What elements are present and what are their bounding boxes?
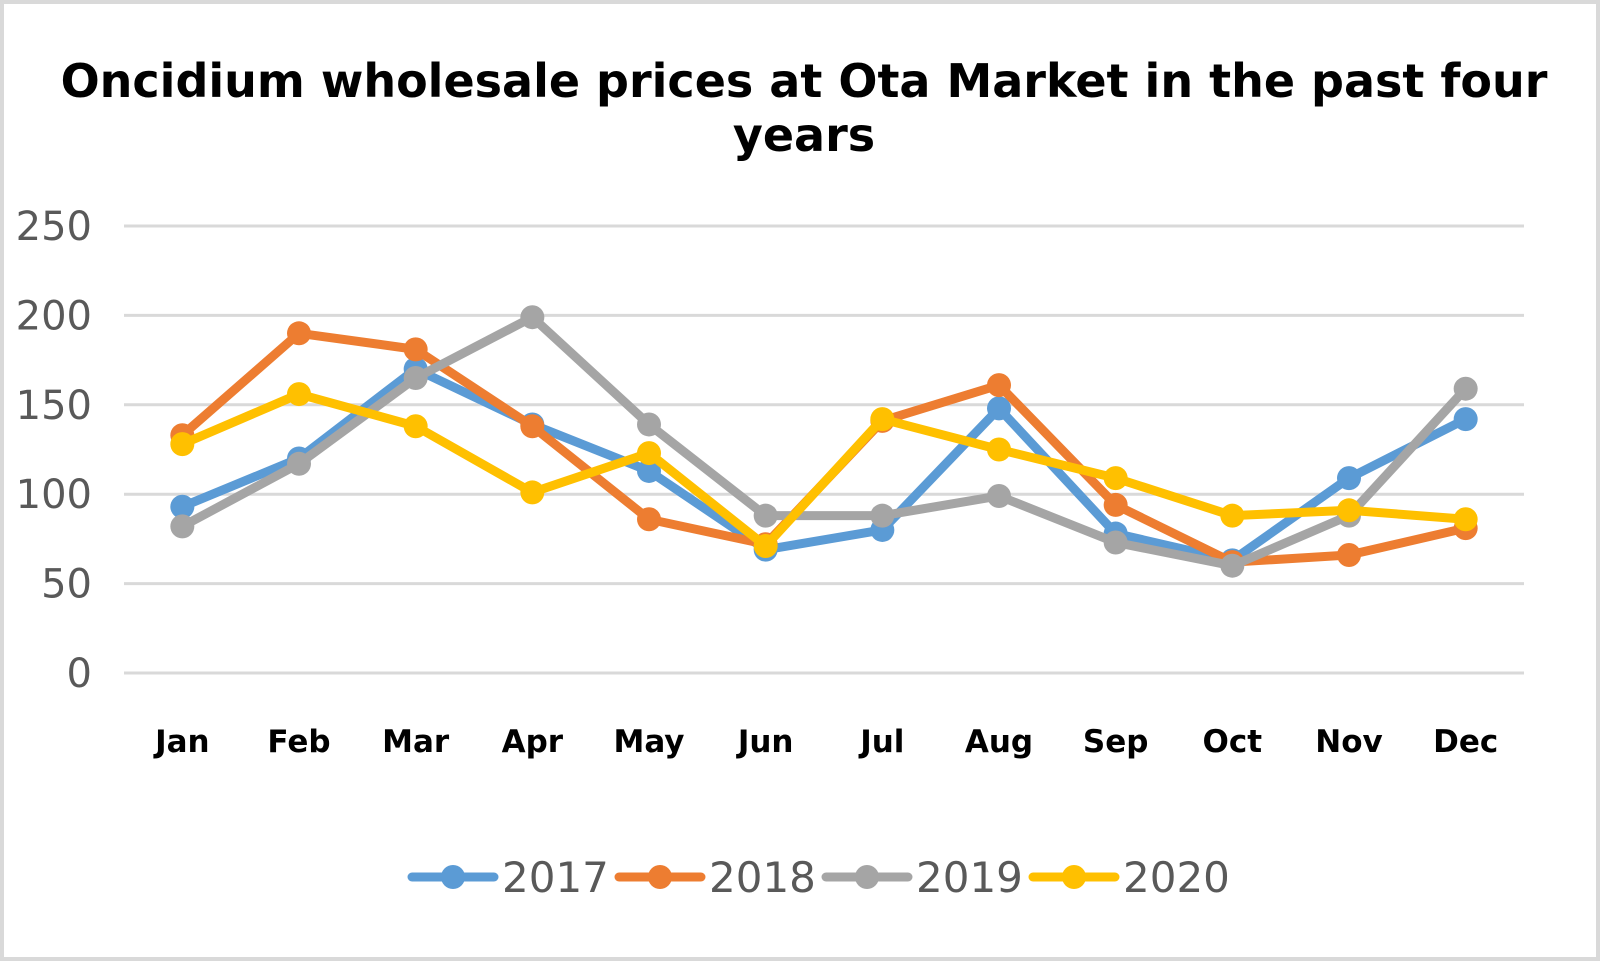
data-point <box>870 407 895 432</box>
data-point <box>170 494 195 519</box>
data-point <box>753 503 778 528</box>
data-point <box>1337 466 1361 491</box>
data-point <box>170 514 195 539</box>
data-point <box>637 458 661 483</box>
data-point <box>637 507 661 532</box>
data-point <box>1103 530 1128 555</box>
x-tick-label: May <box>613 724 684 760</box>
legend-label: 2018 <box>709 853 816 902</box>
legend[interactable]: 2017 2018 2019 2020 <box>407 853 1230 902</box>
data-point <box>1453 407 1478 432</box>
data-point <box>753 534 778 559</box>
data-point <box>987 396 1011 421</box>
x-tick-label: Jul <box>858 724 904 760</box>
data-point <box>987 437 1011 462</box>
data-point <box>287 321 311 346</box>
data-point <box>1220 503 1245 528</box>
data-point <box>637 441 661 466</box>
legend-swatch-marker <box>1062 865 1086 889</box>
series-lines <box>170 305 1478 578</box>
y-tick-label: 0 <box>67 651 92 697</box>
data-point <box>987 483 1011 508</box>
x-tick-label: Jun <box>736 724 794 760</box>
data-point <box>520 414 545 439</box>
x-tick-label: Nov <box>1315 724 1382 760</box>
y-tick-label: 50 <box>41 562 92 608</box>
data-point <box>1220 553 1245 578</box>
series-2020 <box>170 382 1478 559</box>
series-line <box>177 364 1471 565</box>
x-tick-label: Feb <box>267 724 330 760</box>
series-line <box>177 389 1471 551</box>
data-point <box>987 373 1011 398</box>
y-tick-label: 100 <box>16 472 92 518</box>
legend-item-2020[interactable]: 2020 <box>1028 853 1230 902</box>
legend-label: 2020 <box>1123 853 1230 902</box>
data-point <box>1103 492 1128 517</box>
data-point <box>170 432 195 457</box>
data-point <box>520 480 545 505</box>
x-tick-label: Mar <box>382 724 450 760</box>
x-tick-label: Oct <box>1203 724 1263 760</box>
legend-swatch-marker <box>648 865 672 889</box>
x-tick-label: Jan <box>153 724 210 760</box>
legend-label: 2017 <box>502 853 609 902</box>
data-point <box>1453 507 1478 532</box>
y-tick-label: 250 <box>16 204 92 250</box>
data-point <box>403 365 428 390</box>
data-point <box>637 412 661 437</box>
x-tick-label: Apr <box>502 724 564 760</box>
data-point <box>1337 498 1361 523</box>
data-point <box>520 305 545 330</box>
y-axis-ticks: 0 50 100 150 200 250 <box>16 204 92 697</box>
y-tick-label: 150 <box>16 383 92 429</box>
legend-item-2019[interactable]: 2019 <box>821 853 1023 902</box>
legend-item-2018[interactable]: 2018 <box>614 853 816 902</box>
series-line <box>177 312 1471 571</box>
legend-swatch-marker <box>441 865 465 889</box>
data-point <box>403 337 428 362</box>
data-point <box>1453 376 1478 401</box>
chart-title: Oncidium wholesale prices at Ota Market … <box>60 54 1548 162</box>
line-chart: 0 50 100 150 200 250 Jan Feb Mar Apr May Jun Jul Aug… <box>16 204 1524 902</box>
data-point <box>287 451 311 476</box>
legend-swatch-marker <box>855 865 879 889</box>
x-tick-label: Sep <box>1083 724 1149 760</box>
data-point <box>1337 542 1361 567</box>
x-tick-label: Dec <box>1433 724 1498 760</box>
data-point <box>403 414 428 439</box>
legend-item-2017[interactable]: 2017 <box>407 853 609 902</box>
data-point <box>870 503 895 528</box>
x-tick-label: Aug <box>965 724 1033 760</box>
data-point <box>287 382 311 407</box>
legend-label: 2019 <box>916 853 1023 902</box>
x-axis-ticks: Jan Feb Mar Apr May Jun Jul Aug Sep Oct Nov Dec <box>153 724 1498 760</box>
y-tick-label: 200 <box>16 293 92 339</box>
data-point <box>1103 466 1128 491</box>
gridlines <box>124 224 1524 675</box>
